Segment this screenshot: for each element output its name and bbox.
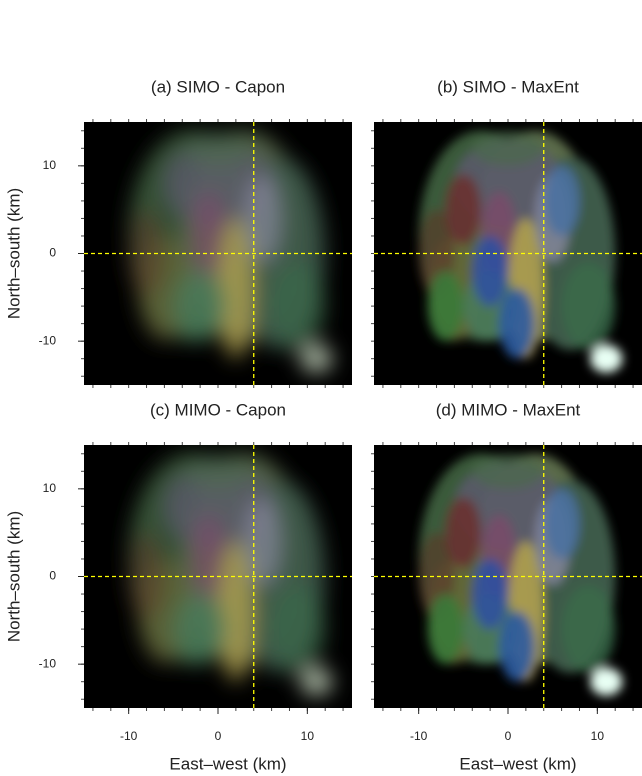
intensity-blob — [182, 130, 254, 166]
y-axis-label: North–south (km) — [4, 511, 23, 642]
intensity-blob — [561, 262, 616, 350]
intensity-blob — [454, 462, 562, 551]
image-content — [418, 453, 623, 696]
intensity-blob — [271, 585, 326, 673]
y-tick-label: 10 — [43, 481, 57, 495]
intensity-blob — [472, 453, 544, 489]
x-axis-label: East–west (km) — [459, 754, 576, 773]
intensity-blob — [244, 497, 281, 586]
intensity-blob — [427, 271, 464, 342]
intensity-blob — [472, 558, 508, 630]
x-tick-label: -10 — [120, 729, 138, 743]
image — [84, 445, 352, 708]
bright-spot — [590, 344, 623, 373]
intensity-blob — [499, 288, 535, 359]
intensity-blob — [543, 165, 580, 236]
intensity-blob — [499, 611, 535, 682]
panel-title: (c) MIMO - Capon — [150, 400, 286, 419]
x-tick-label: 10 — [301, 729, 315, 743]
intensity-blob — [128, 532, 165, 621]
intensity-blob — [182, 453, 254, 489]
image — [374, 122, 642, 385]
intensity-blob — [271, 262, 326, 350]
panel: (d) MIMO - MaxEnt -10 0 10 East–west (km) — [371, 400, 642, 773]
x-tick-label: 0 — [505, 729, 512, 743]
intensity-blob — [472, 235, 508, 307]
intensity-blob — [454, 139, 562, 228]
x-tick-label: -10 — [410, 729, 428, 743]
y-tick-label: 0 — [49, 246, 56, 260]
image — [84, 122, 352, 385]
y-axis-label: North–south (km) — [4, 188, 23, 319]
x-tick-label: 0 — [215, 729, 222, 743]
y-tick-label: 10 — [43, 158, 57, 172]
intensity-blob — [543, 488, 580, 559]
panel-title: (a) SIMO - Capon — [151, 77, 285, 96]
intensity-blob — [445, 174, 482, 245]
panel: (b) SIMO - MaxEnt — [371, 77, 642, 388]
image — [374, 445, 642, 708]
intensity-blob — [191, 192, 227, 280]
bright-spot — [300, 667, 333, 696]
intensity-blob — [173, 594, 227, 665]
panel-title: (b) SIMO - MaxEnt — [437, 77, 579, 96]
intensity-blob — [128, 209, 165, 298]
intensity-blob — [244, 174, 281, 263]
y-tick-label: 0 — [49, 569, 56, 583]
intensity-blob — [164, 139, 272, 228]
x-axis-label: East–west (km) — [169, 754, 286, 773]
intensity-blob — [472, 130, 544, 166]
y-tick-label: -10 — [39, 333, 57, 347]
intensity-blob — [191, 515, 227, 603]
x-tick-label: 10 — [591, 729, 605, 743]
intensity-blob — [445, 497, 482, 568]
panel: (a) SIMO - Capon 10 0 -10 North–south (km) — [4, 77, 352, 388]
intensity-blob — [173, 271, 227, 342]
panel: (c) MIMO - Capon -10 0 10 10 0 -10 East–west (k… — [4, 400, 352, 773]
panel-title: (d) MIMO - MaxEnt — [436, 400, 581, 419]
intensity-blob — [427, 594, 464, 665]
y-tick-label: -10 — [39, 656, 57, 670]
bright-spot — [590, 667, 623, 696]
intensity-blob — [561, 585, 616, 673]
bright-spot — [300, 344, 333, 373]
intensity-blob — [164, 462, 272, 551]
